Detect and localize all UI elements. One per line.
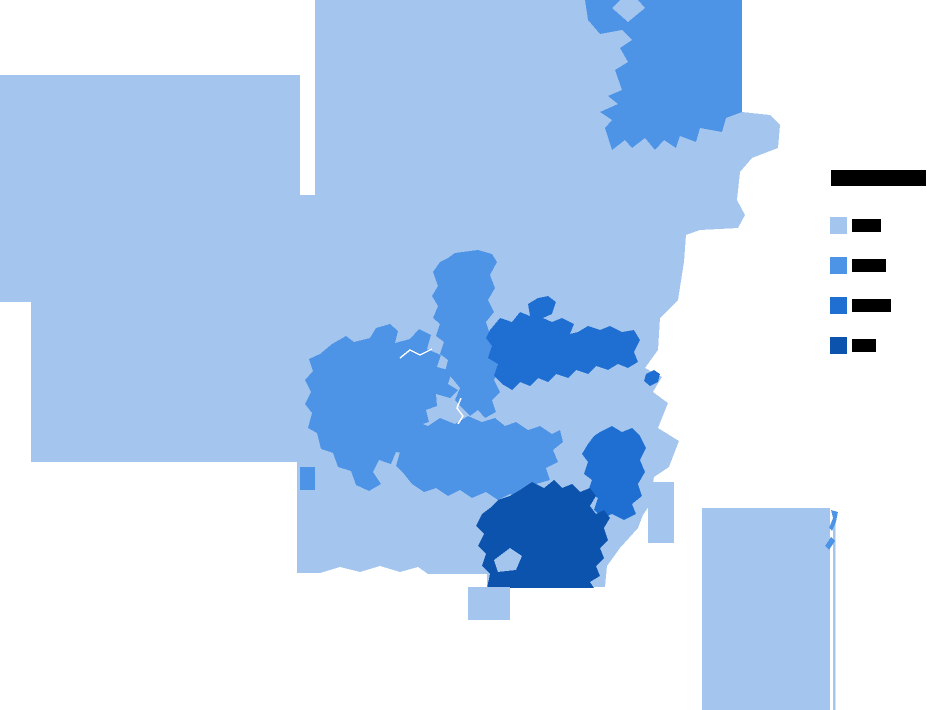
legend-swatch-bucket-1[interactable]: [830, 217, 847, 234]
legend-item-bucket-2[interactable]: [830, 257, 927, 274]
legend-label-bar-bucket-1: [852, 219, 881, 232]
region-south-island[interactable]: [468, 587, 510, 620]
legend-item-bucket-4[interactable]: [830, 337, 927, 354]
legend-label-bar-bucket-2: [852, 259, 886, 272]
legend-item-bucket-3[interactable]: [830, 297, 927, 314]
region-mainland-base[interactable]: [0, 0, 780, 587]
legend-swatch-bucket-4[interactable]: [830, 337, 847, 354]
legend-title-bar: [831, 170, 926, 186]
map-inset-box[interactable]: [702, 508, 830, 710]
map-inset-island-mark-2: [825, 537, 835, 550]
map-inset-island-mark-1: [829, 510, 838, 531]
region-west-central[interactable]: [305, 324, 458, 491]
legend-label-bar-bucket-3: [852, 299, 891, 312]
province-border-line: [399, 348, 433, 359]
legend-swatch-bucket-3[interactable]: [830, 297, 847, 314]
region-east-island[interactable]: [648, 482, 674, 543]
region-central-strip[interactable]: [432, 250, 500, 418]
map-inset-border-line: [833, 516, 836, 710]
region-south-enclave[interactable]: [494, 548, 522, 572]
legend: [830, 170, 927, 354]
province-border-line: [456, 397, 464, 425]
legend-items: [830, 217, 927, 354]
region-southeast[interactable]: [582, 426, 646, 520]
region-small-block[interactable]: [300, 467, 315, 490]
region-northeast[interactable]: [585, 0, 742, 150]
region-central-east[interactable]: [486, 296, 640, 390]
legend-swatch-bucket-2[interactable]: [830, 257, 847, 274]
region-coast-dot[interactable]: [644, 370, 660, 386]
legend-label-bar-bucket-4: [852, 339, 876, 352]
region-south-central[interactable]: [394, 416, 563, 500]
legend-item-bucket-1[interactable]: [830, 217, 927, 234]
